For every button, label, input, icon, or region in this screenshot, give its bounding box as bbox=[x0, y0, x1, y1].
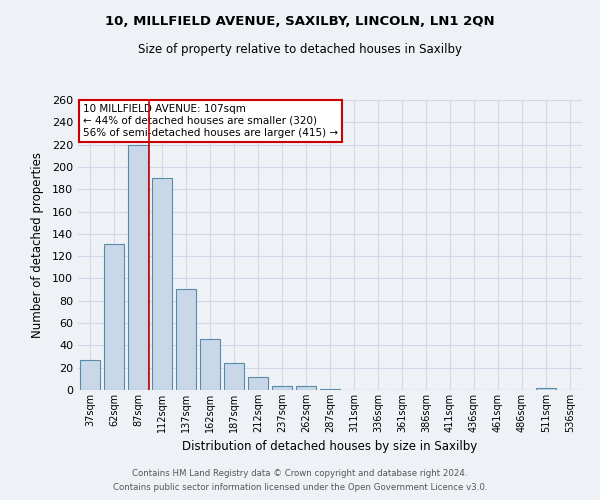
Bar bbox=[176, 288, 196, 390]
Bar bbox=[104, 244, 124, 390]
Bar bbox=[152, 178, 172, 390]
Text: 10, MILLFIELD AVENUE, SAXILBY, LINCOLN, LN1 2QN: 10, MILLFIELD AVENUE, SAXILBY, LINCOLN, … bbox=[105, 15, 495, 28]
X-axis label: Distribution of detached houses by size in Saxilby: Distribution of detached houses by size … bbox=[182, 440, 478, 454]
Text: Size of property relative to detached houses in Saxilby: Size of property relative to detached ho… bbox=[138, 42, 462, 56]
Bar bbox=[320, 389, 340, 390]
Bar bbox=[272, 386, 292, 390]
Text: 10 MILLFIELD AVENUE: 107sqm
← 44% of detached houses are smaller (320)
56% of se: 10 MILLFIELD AVENUE: 107sqm ← 44% of det… bbox=[83, 104, 338, 138]
Bar bbox=[128, 144, 148, 390]
Text: Contains public sector information licensed under the Open Government Licence v3: Contains public sector information licen… bbox=[113, 484, 487, 492]
Y-axis label: Number of detached properties: Number of detached properties bbox=[31, 152, 44, 338]
Bar bbox=[296, 386, 316, 390]
Bar bbox=[80, 360, 100, 390]
Bar bbox=[248, 376, 268, 390]
Bar bbox=[224, 363, 244, 390]
Bar bbox=[200, 338, 220, 390]
Text: Contains HM Land Registry data © Crown copyright and database right 2024.: Contains HM Land Registry data © Crown c… bbox=[132, 468, 468, 477]
Bar bbox=[536, 388, 556, 390]
